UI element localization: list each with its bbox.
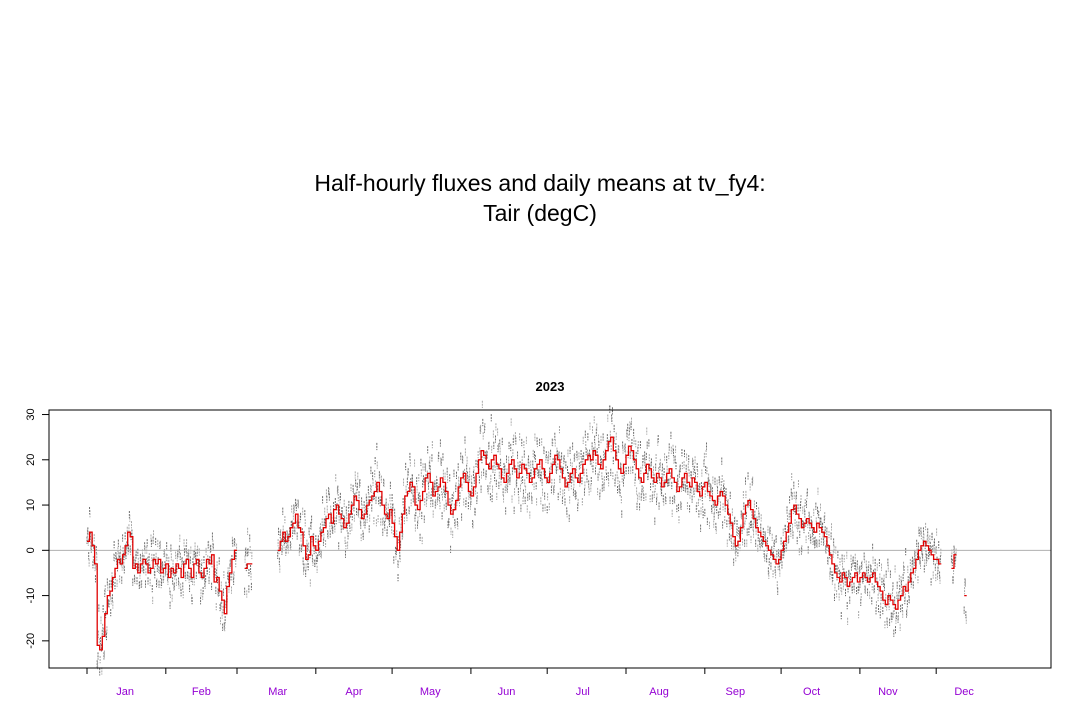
- x-tick-label: May: [420, 686, 441, 698]
- x-tick-label: Dec: [954, 686, 974, 698]
- main-title: Half-hourly fluxes and daily means at tv…: [0, 168, 1080, 228]
- x-tick-label: Jul: [576, 686, 590, 698]
- y-tick-label: -10: [25, 588, 37, 604]
- daily-mean-layer: [87, 436, 967, 651]
- y-axis: -20 -10 0 10 20 30: [25, 408, 50, 649]
- x-axis: Jan Feb Mar Apr May Jun Jul Aug Sep Oct Nov Dec: [86, 667, 974, 698]
- y-tick-label: 20: [25, 454, 37, 466]
- x-tick-label: Mar: [268, 686, 287, 698]
- chart-title: 2023: [536, 379, 565, 394]
- x-tick-label: Oct: [803, 686, 820, 698]
- x-tick-label: Feb: [192, 686, 211, 698]
- y-tick-label: 10: [25, 499, 37, 511]
- x-tick-label: Nov: [878, 686, 898, 698]
- y-tick-label: 0: [25, 547, 37, 553]
- y-tick-label: -20: [25, 633, 37, 649]
- main-title-line-1: Half-hourly fluxes and daily means at tv…: [314, 170, 766, 196]
- y-tick-label: 30: [25, 408, 37, 420]
- daily-mean-line: [87, 436, 967, 651]
- x-tick-label: Sep: [726, 686, 746, 698]
- plot-frame: [48, 409, 1052, 669]
- main-title-line-2: Tair (degC): [483, 200, 597, 226]
- x-tick-label: Apr: [345, 686, 362, 698]
- x-tick-label: Aug: [649, 686, 669, 698]
- x-tick-label: Jun: [498, 686, 516, 698]
- half-hourly-layer: [86, 400, 967, 676]
- x-tick-label: Jan: [116, 686, 134, 698]
